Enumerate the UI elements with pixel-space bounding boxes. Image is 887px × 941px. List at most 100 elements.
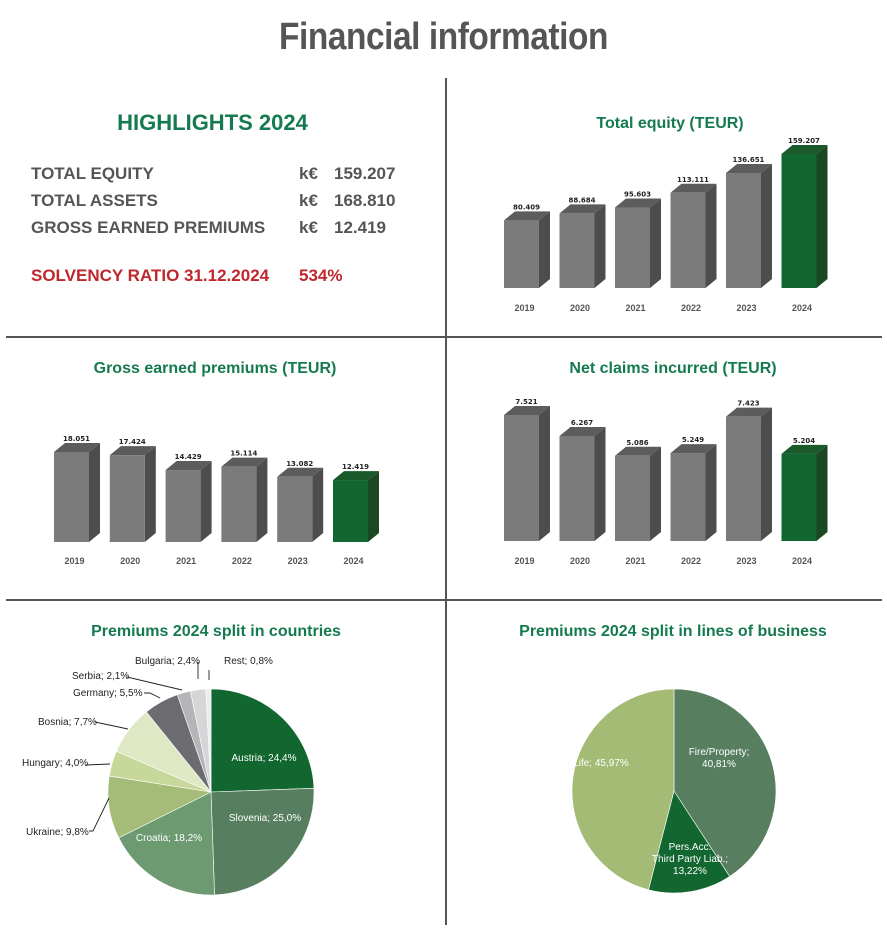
pie-slice-croatia (118, 791, 215, 896)
bar-2019: 18.051 (54, 435, 100, 542)
pie-slice-slovenia (210, 787, 315, 896)
pie-label: Croatia; 18,2% (136, 833, 202, 844)
bar-value-label: 14.429 (175, 453, 202, 461)
bar-value-label: 7.423 (737, 400, 759, 408)
year-label: 2024 (343, 556, 363, 566)
bar-value-label: 80.409 (513, 203, 540, 211)
bar-2024: 12.419 (333, 463, 379, 542)
bar-value-label: 88.684 (568, 196, 595, 204)
bar-2020: 88.684 (559, 196, 606, 288)
pie-slice-austria (210, 688, 315, 793)
highlight-value: 159.207 (334, 164, 396, 183)
pie-label: Hungary; 4,0% (22, 758, 88, 769)
highlight-label: TOTAL EQUITY (31, 164, 154, 183)
bar-value-label: 5.086 (626, 439, 648, 447)
pie-slice (648, 790, 731, 894)
leader-line (94, 721, 129, 730)
year-label: 2024 (792, 303, 812, 313)
chart-title: Net claims incurred (TEUR) (569, 360, 777, 377)
bar-chart: 18.051 2019 17.424 2020 14.429 2021 15.114 2022… (54, 435, 379, 566)
bar-2023: 136.651 (726, 156, 772, 288)
solvency-ratio-row: SOLVENCY RATIO 31.12.2024 534% (0, 266, 440, 288)
pie-label: Slovenia; 25,0% (229, 813, 301, 824)
bar-value-label: 5.249 (682, 436, 704, 444)
year-label: 2021 (625, 556, 645, 566)
highlight-row-total-assets: TOTAL ASSETS k€ 168.810 (0, 191, 440, 213)
bar-value-label: 15.114 (230, 450, 257, 458)
year-label: 2021 (176, 556, 196, 566)
pie-label: Serbia; 2,1% (72, 671, 129, 682)
bar-chart: 7.521 2019 6.267 2020 5.086 2021 5.249 2022 7.42… (504, 398, 828, 566)
bar-value-label: 5.204 (793, 437, 815, 445)
bar-2021: 95.603 (615, 191, 661, 288)
bar-2021: 14.429 (165, 453, 212, 542)
pie-label: Fire/Property; 40,81% (689, 747, 750, 770)
chart-title: Gross earned premiums (TEUR) (93, 360, 337, 377)
pie-label: Rest; 0,8% (224, 656, 273, 667)
bar-value-label: 6.267 (571, 419, 593, 427)
highlight-row-gross-earned-premiums: GROSS EARNED PREMIUMS k€ 12.419 (0, 218, 440, 240)
year-label: 2019 (514, 303, 534, 313)
pie-chart: Austria; 24,4% Slovenia; 25,0% Croatia; 18… (22, 656, 315, 896)
bar-2022: 15.114 (221, 450, 268, 542)
chart-title: Premiums 2024 split in countries (91, 623, 341, 640)
bar-2024: 159.207 (781, 137, 828, 288)
year-label: 2021 (625, 303, 645, 313)
year-label: 2023 (736, 303, 756, 313)
chart-title: Total equity (TEUR) (596, 115, 744, 132)
bar-2020: 17.424 (109, 438, 156, 542)
bar-2022: 5.249 (670, 436, 717, 541)
bar-value-label: 18.051 (63, 435, 90, 443)
bar-2019: 80.409 (504, 203, 550, 288)
page-title: Financial information (279, 16, 608, 58)
year-label: 2022 (232, 556, 252, 566)
bar-2022: 113.111 (670, 176, 717, 288)
year-label: 2019 (64, 556, 84, 566)
pie-slice-rest (205, 688, 212, 793)
chart-title: Premiums 2024 split in lines of business (519, 623, 827, 640)
highlight-value: 12.419 (334, 218, 386, 237)
leader-line (89, 797, 110, 832)
year-label: 2020 (570, 556, 590, 566)
year-label: 2019 (514, 556, 534, 566)
solvency-label: SOLVENCY RATIO 31.12.2024 (31, 266, 270, 285)
year-label: 2023 (736, 556, 756, 566)
leader-line (85, 763, 111, 766)
year-label: 2022 (681, 556, 701, 566)
bar-value-label: 159.207 (788, 137, 820, 145)
pie-label: Pers.Acc. Third Party Liab.; 13,22% (652, 842, 728, 877)
highlight-unit: k€ (299, 218, 318, 237)
pie-label: Bulgaria; 2,4% (135, 656, 200, 667)
highlight-value: 168.810 (334, 191, 396, 210)
year-label: 2022 (681, 303, 701, 313)
pie-label: Ukraine; 9,8% (26, 827, 89, 838)
highlight-row-total-equity: TOTAL EQUITY k€ 159.207 (0, 164, 440, 186)
bar-2019: 7.521 (504, 398, 550, 541)
year-label: 2020 (120, 556, 140, 566)
bar-value-label: 95.603 (624, 191, 651, 199)
highlights-title: HIGHLIGHTS 2024 (117, 110, 308, 135)
bar-2024: 5.204 (781, 437, 828, 541)
highlight-label: GROSS EARNED PREMIUMS (31, 218, 266, 237)
bar-value-label: 136.651 (733, 156, 765, 164)
pie-label: Bosnia; 7,7% (38, 717, 97, 728)
highlight-label: TOTAL ASSETS (31, 191, 158, 210)
bar-2023: 7.423 (726, 400, 772, 541)
pie-label: Austria; 24,4% (231, 753, 296, 764)
year-label: 2020 (570, 303, 590, 313)
leader-line (126, 676, 183, 691)
leader-line (144, 692, 161, 699)
year-label: 2023 (288, 556, 308, 566)
horizontal-divider-top (6, 336, 882, 338)
bar-value-label: 7.521 (515, 398, 537, 406)
bar-value-label: 17.424 (119, 438, 146, 446)
bar-2021: 5.086 (615, 439, 661, 541)
horizontal-divider-bottom (6, 599, 882, 601)
highlight-unit: k€ (299, 164, 318, 183)
pie-label: Life; 45,97% (573, 758, 629, 769)
bar-2023: 13.082 (277, 460, 324, 542)
pie-chart: Fire/Property; 40,81% Pers.Acc. Third Party… (571, 688, 777, 894)
bar-value-label: 113.111 (677, 176, 709, 184)
pie-label: Germany; 5,5% (73, 688, 143, 699)
year-label: 2024 (792, 556, 812, 566)
